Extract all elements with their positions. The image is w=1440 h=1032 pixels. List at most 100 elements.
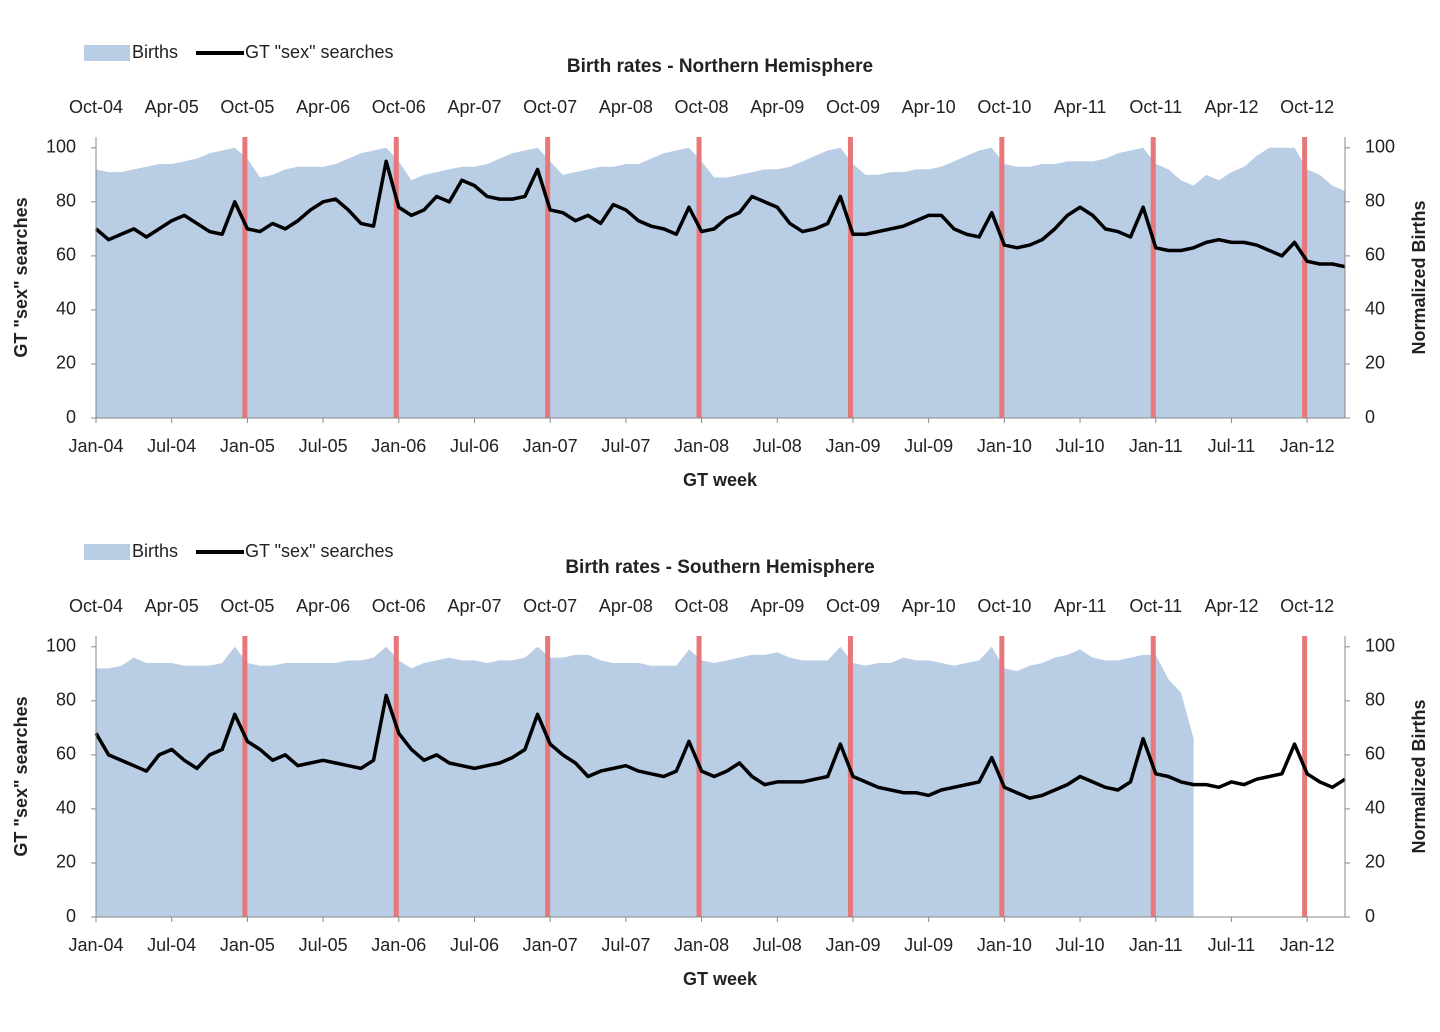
x-tick-label: Jan-10 — [977, 436, 1032, 456]
x-axis-title: GT week — [683, 969, 758, 989]
x2-tick-label: Oct-06 — [372, 97, 426, 117]
x-tick-label: Jul-04 — [147, 436, 196, 456]
x-tick-label: Jul-10 — [1056, 436, 1105, 456]
chart-title: Birth rates - Southern Hemisphere — [565, 557, 874, 578]
x-axis-title: GT week — [683, 470, 758, 490]
x-tick-label: Jul-06 — [450, 935, 499, 955]
y-tick-label: 40 — [56, 798, 76, 818]
x2-tick-label: Oct-11 — [1129, 596, 1182, 616]
x2-tick-label: Apr-10 — [902, 596, 956, 616]
x-tick-label: Jul-05 — [299, 935, 348, 955]
x2-tick-label: Apr-05 — [145, 97, 199, 117]
x2-tick-label: Apr-12 — [1204, 596, 1258, 616]
legend-label: GT "sex" searches — [245, 541, 394, 561]
x-tick-label: Jan-10 — [977, 935, 1032, 955]
births-area — [96, 646, 1194, 917]
x-tick-label: Jul-09 — [904, 935, 953, 955]
x-tick-label: Jan-05 — [220, 436, 275, 456]
y2-tick-label: 0 — [1365, 906, 1375, 926]
y-tick-label: 100 — [46, 636, 76, 656]
y-tick-label: 0 — [66, 407, 76, 427]
x2-tick-label: Oct-12 — [1280, 97, 1334, 117]
y-tick-label: 20 — [56, 353, 76, 373]
legend-label: GT "sex" searches — [245, 42, 394, 62]
x-tick-label: Jul-05 — [299, 436, 348, 456]
y2-tick-label: 80 — [1365, 191, 1385, 211]
y2-tick-label: 40 — [1365, 798, 1385, 818]
y2-tick-label: 20 — [1365, 852, 1385, 872]
y2-axis-title: Normalized Births — [1409, 699, 1429, 853]
x-tick-label: Jul-06 — [450, 436, 499, 456]
x-tick-label: Jan-09 — [825, 436, 880, 456]
x-tick-label: Jan-12 — [1280, 935, 1335, 955]
x-tick-label: Jul-08 — [753, 436, 802, 456]
y-tick-label: 0 — [66, 906, 76, 926]
x2-tick-label: Oct-08 — [675, 97, 729, 117]
y2-tick-label: 80 — [1365, 690, 1385, 710]
x2-tick-label: Apr-07 — [447, 596, 501, 616]
x2-tick-label: Oct-05 — [220, 596, 274, 616]
y-tick-label: 20 — [56, 852, 76, 872]
x-tick-label: Jan-07 — [523, 436, 578, 456]
x2-tick-label: Oct-07 — [523, 97, 577, 117]
x-tick-label: Jul-11 — [1208, 935, 1256, 955]
legend-label: Births — [132, 541, 178, 561]
x2-tick-label: Apr-06 — [296, 596, 350, 616]
x-tick-label: Jan-08 — [674, 436, 729, 456]
x-tick-label: Jul-08 — [753, 935, 802, 955]
x2-tick-label: Oct-07 — [523, 596, 577, 616]
x2-tick-label: Oct-06 — [372, 596, 426, 616]
x2-tick-label: Apr-10 — [902, 97, 956, 117]
y2-tick-label: 60 — [1365, 744, 1385, 764]
x2-tick-label: Oct-10 — [977, 596, 1031, 616]
x2-tick-label: Oct-09 — [826, 596, 880, 616]
y2-tick-label: 40 — [1365, 299, 1385, 319]
legend-swatch — [84, 45, 130, 61]
x2-tick-label: Apr-08 — [599, 596, 653, 616]
x2-tick-label: Oct-04 — [69, 596, 123, 616]
x2-tick-label: Apr-11 — [1054, 97, 1107, 117]
legend-label: Births — [132, 42, 178, 62]
x-tick-label: Jan-08 — [674, 935, 729, 955]
x-tick-label: Jan-07 — [523, 935, 578, 955]
x-tick-label: Jul-04 — [147, 935, 196, 955]
x-tick-label: Jul-09 — [904, 436, 953, 456]
x2-tick-label: Oct-12 — [1280, 596, 1334, 616]
x2-tick-label: Apr-09 — [750, 97, 804, 117]
x2-tick-label: Apr-07 — [447, 97, 501, 117]
y-tick-label: 40 — [56, 299, 76, 319]
x2-tick-label: Oct-09 — [826, 97, 880, 117]
x-tick-label: Jan-05 — [220, 935, 275, 955]
x2-tick-label: Oct-08 — [675, 596, 729, 616]
x-tick-label: Jan-11 — [1129, 436, 1183, 456]
y2-axis-title: Normalized Births — [1409, 200, 1429, 354]
x-tick-label: Jan-04 — [68, 935, 123, 955]
x-tick-label: Jan-09 — [825, 935, 880, 955]
y-tick-label: 80 — [56, 191, 76, 211]
y-tick-label: 60 — [56, 245, 76, 265]
legend-swatch — [84, 544, 130, 560]
x2-tick-label: Apr-05 — [145, 596, 199, 616]
x2-tick-label: Oct-05 — [220, 97, 274, 117]
x-tick-label: Jan-04 — [68, 436, 123, 456]
x-tick-label: Jan-06 — [371, 935, 426, 955]
x-tick-label: Jul-07 — [601, 935, 650, 955]
x2-tick-label: Oct-04 — [69, 97, 123, 117]
x2-tick-label: Oct-11 — [1129, 97, 1182, 117]
y-axis-title: GT "sex" searches — [11, 696, 31, 856]
x-tick-label: Jul-11 — [1208, 436, 1256, 456]
x2-tick-label: Apr-11 — [1054, 596, 1107, 616]
x-tick-label: Jan-12 — [1280, 436, 1335, 456]
x-tick-label: Jul-10 — [1056, 935, 1105, 955]
x-tick-label: Jan-11 — [1129, 935, 1183, 955]
y2-tick-label: 60 — [1365, 245, 1385, 265]
x2-tick-label: Apr-09 — [750, 596, 804, 616]
y-tick-label: 80 — [56, 690, 76, 710]
y2-tick-label: 100 — [1365, 137, 1395, 157]
y-axis-title: GT "sex" searches — [11, 197, 31, 357]
births-area — [96, 147, 1345, 419]
searches-line — [94, 693, 1346, 800]
searches-line — [94, 159, 1346, 269]
